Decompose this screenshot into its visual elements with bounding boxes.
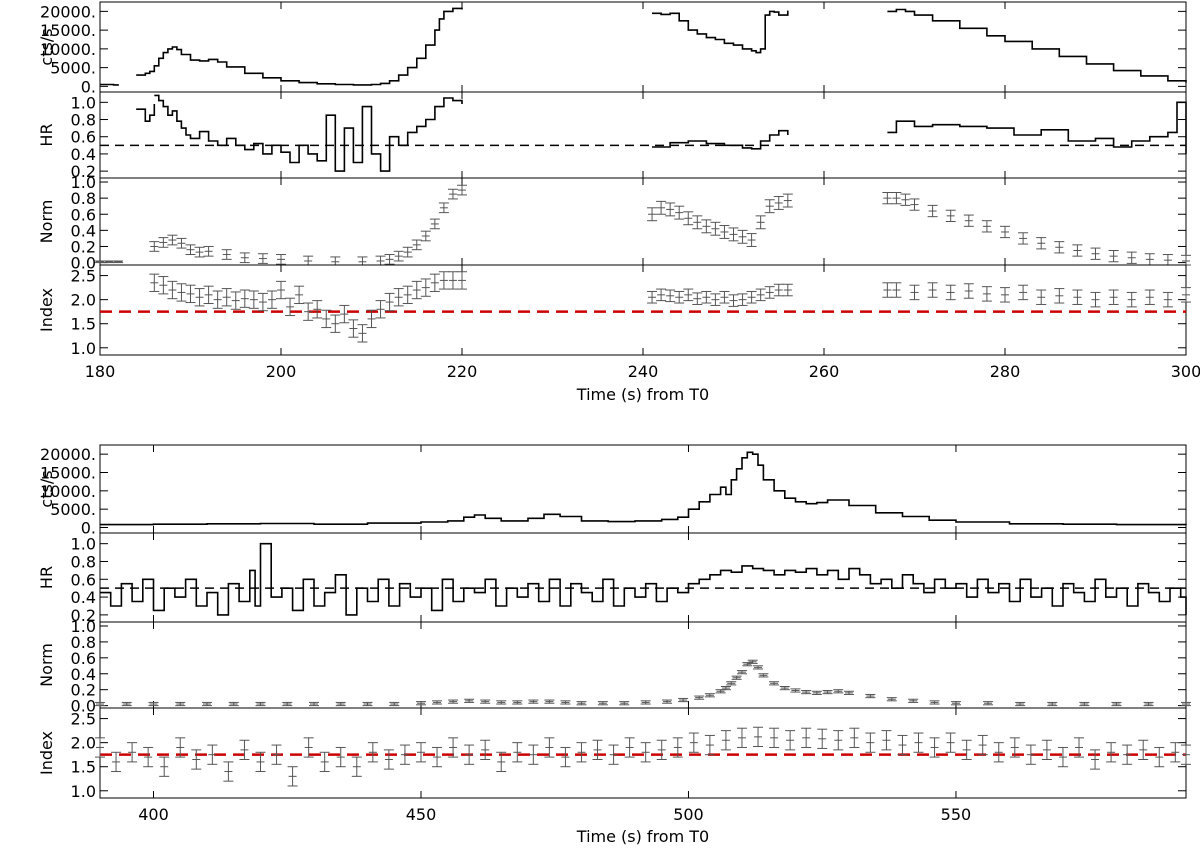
chart1-norm-ytick-label: 0.6 — [71, 205, 96, 224]
chart1-hr-ytick-label: 0.4 — [71, 145, 96, 164]
chart2-index-ytick-label: 1.0 — [71, 782, 96, 801]
chart1-norm-ytick-label: 0.0 — [71, 254, 96, 273]
chart1-hr-ytick-label: 1.0 — [71, 93, 96, 112]
chart1-ctss-series-2 — [136, 7, 463, 86]
chart2-hr-ytick-label: 0.4 — [71, 588, 96, 607]
chart1-ctss-ytick-label: 15000. — [40, 21, 96, 40]
chart2-norm-ytick-label: 0.2 — [71, 681, 96, 700]
chart2-index-frame — [99, 707, 1187, 799]
chart2-xtick-label: 550 — [941, 805, 972, 824]
chart2-hr-ytick-label: 0.8 — [71, 552, 96, 571]
chart1-hr-series-3 — [652, 129, 789, 150]
chart1-hr-series-1 — [136, 104, 156, 122]
chart2-xtick-label: 500 — [673, 805, 704, 824]
chart2-norm-ytick-label: 0.0 — [71, 697, 96, 716]
chart1-ctss-ytick-label: 10000. — [40, 40, 96, 59]
chart1-index-ytick-label: 2.5 — [71, 267, 96, 286]
chart2-hr-frame — [99, 532, 1187, 623]
chart2-ctss-ytick-label: 10000. — [40, 482, 96, 501]
chart1-xtick-label: 180 — [85, 362, 116, 381]
chart1-norm-ytick-label: 0.4 — [71, 221, 96, 240]
chart2-hr-ytick-label: 0.6 — [71, 570, 96, 589]
chart1-xlabel: Time (s) from T0 — [576, 385, 709, 404]
chart1-hr-series-2 — [154, 94, 463, 172]
chart1-xtick-label: 300 — [1171, 362, 1200, 381]
chart2-norm-ytick-label: 0.6 — [71, 649, 96, 668]
chart1-norm-ytick-label: 0.8 — [71, 189, 96, 208]
chart1-norm-frame — [99, 177, 1187, 266]
chart2-ctss-ytick-label: 0. — [81, 519, 96, 538]
chart2-norm-frame — [99, 621, 1187, 709]
chart2-xtick-label: 400 — [138, 805, 169, 824]
chart1-hr-series-4 — [887, 101, 1187, 154]
chart2-ctss-ylabel: cts/s — [37, 470, 56, 507]
chart1-ctss-series-3 — [652, 10, 789, 54]
chart2-ctss-ytick-label: 5000. — [50, 500, 96, 519]
chart1-index-ytick-label: 1.5 — [71, 315, 96, 334]
chart1-xtick-label: 200 — [266, 362, 297, 381]
chart2-norm-ylabel: Norm — [37, 643, 56, 687]
chart2-hr-series-1 — [100, 542, 1187, 616]
chart1-ctss-ytick-label: 5000. — [50, 59, 96, 78]
chart1-index-ytick-label: 2.0 — [71, 291, 96, 310]
chart1-hr-ylabel: HR — [37, 123, 56, 146]
chart1-hr-ytick-label: 0.8 — [71, 111, 96, 130]
chart1-ctss-series-4 — [887, 8, 1187, 83]
chart1-ctss-series-1 — [100, 83, 119, 86]
chart2-index-ytick-label: 1.5 — [71, 758, 96, 777]
chart1-xtick-label: 240 — [628, 362, 659, 381]
chart1-hr-ytick-label: 0.6 — [71, 128, 96, 147]
chart1-xtick-label: 220 — [447, 362, 478, 381]
chart1-index-ylabel: Index — [37, 288, 56, 332]
chart2-index-ytick-label: 2.0 — [71, 734, 96, 753]
chart2-xlabel: Time (s) from T0 — [576, 827, 709, 846]
chart1-ctss-ytick-label: 0. — [81, 77, 96, 96]
chart1-xtick-label: 280 — [990, 362, 1021, 381]
chart1-xtick-label: 260 — [809, 362, 840, 381]
chart1-ctss-ytick-label: 20000. — [40, 2, 96, 21]
chart2-ctss-ytick-label: 20000. — [40, 445, 96, 464]
chart1-index-ytick-label: 1.0 — [71, 339, 96, 358]
chart2-xtick-label: 450 — [406, 805, 437, 824]
chart2-hr-ylabel: HR — [37, 566, 56, 589]
chart2-hr-ytick-label: 1.0 — [71, 535, 96, 554]
chart2-norm-ytick-label: 0.8 — [71, 633, 96, 652]
chart1-hr-ytick-label: 0.2 — [71, 162, 96, 181]
chart1-norm-ytick-label: 1.0 — [71, 173, 96, 192]
chart2-norm-ytick-label: 1.0 — [71, 617, 96, 636]
chart2-index-ytick-label: 2.5 — [71, 710, 96, 729]
chart2-ctss-ytick-label: 15000. — [40, 464, 96, 483]
chart1-norm-ytick-label: 0.2 — [71, 237, 96, 256]
chart2-ctss-series-1 — [100, 451, 1187, 526]
chart2-index-ylabel: Index — [37, 731, 56, 775]
chart1-ctss-ylabel: cts/s — [37, 28, 56, 65]
chart2-ctss-frame — [99, 444, 1187, 534]
chart2-norm-ytick-label: 0.4 — [71, 665, 96, 684]
chart2-hr-ytick-label: 0.2 — [71, 606, 96, 625]
chart1-norm-ylabel: Norm — [37, 200, 56, 244]
